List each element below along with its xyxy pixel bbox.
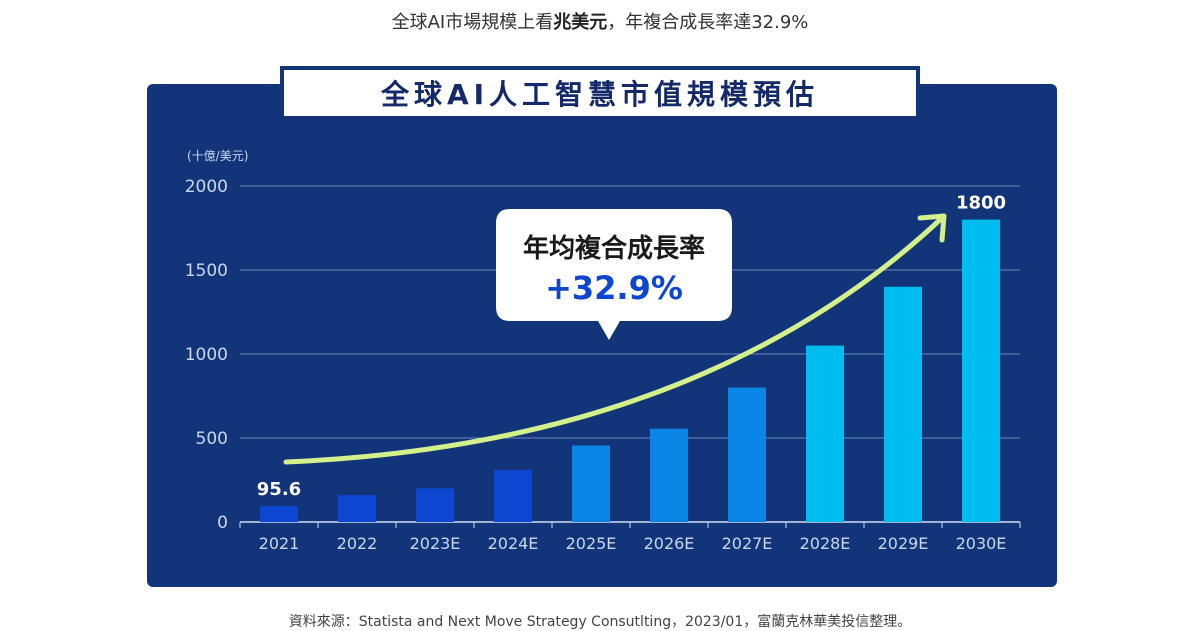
callout-layer: 年均複合成長率 +32.9% (496, 209, 732, 340)
bar-layer (260, 219, 1000, 522)
y-tick-label: 1500 (185, 261, 228, 281)
headline: 全球AI市場規模上看兆美元，年複合成長率達32.9% (0, 8, 1200, 34)
callout-value: +32.9% (545, 269, 683, 307)
callout-label: 年均複合成長率 (523, 233, 705, 264)
x-tick-label: 2024E (488, 534, 539, 553)
y-tick-label: 0 (217, 513, 228, 533)
headline-bold: 兆美元 (553, 12, 608, 33)
bar (416, 488, 454, 522)
chart-title: 全球AI人工智慧市值規模預估 (380, 78, 820, 111)
x-tick-label: 2027E (722, 534, 773, 553)
x-tick-label: 2028E (800, 534, 851, 553)
source-footer: 資料來源：Statista and Next Move Strategy Con… (288, 614, 912, 630)
x-tick-label: 2022 (337, 534, 378, 553)
x-tick-label: 2023E (410, 534, 461, 553)
bar (650, 428, 688, 522)
trend-layer (283, 213, 947, 465)
bar (806, 345, 844, 522)
bar (260, 505, 298, 522)
callout-bubble (496, 209, 732, 340)
data-label: 1800 (956, 193, 1006, 214)
x-tick-label: 2026E (644, 534, 695, 553)
headline-part2: ，年複合成長率達32.9% (607, 12, 809, 33)
bar (494, 469, 532, 522)
x-tick-label: 2029E (878, 534, 929, 553)
trend-arrow-line (283, 213, 947, 465)
bar (338, 495, 376, 522)
bar (962, 219, 1000, 522)
chart-title-box: 全球AI人工智慧市值規模預估 (280, 66, 920, 120)
data-label: 95.6 (257, 479, 301, 500)
headline-part1: 全球AI市場規模上看 (391, 12, 554, 33)
y-unit-label: (十億/美元) (187, 149, 248, 163)
bar (728, 387, 766, 522)
y-tick-label: 2000 (185, 177, 228, 197)
x-tick-label: 2025E (566, 534, 617, 553)
bar (572, 445, 610, 522)
x-tick-label: 2021 (259, 534, 300, 553)
trend-arrow-head (917, 213, 947, 243)
y-tick-label: 500 (196, 429, 228, 449)
x-tick-label: 2030E (956, 534, 1007, 553)
label-layer: 2021 2022 2023E 2024E 2025E 2026E 2027E 2028E 20… (257, 193, 1007, 553)
bar (884, 286, 922, 522)
y-tick-label: 1000 (185, 345, 228, 365)
